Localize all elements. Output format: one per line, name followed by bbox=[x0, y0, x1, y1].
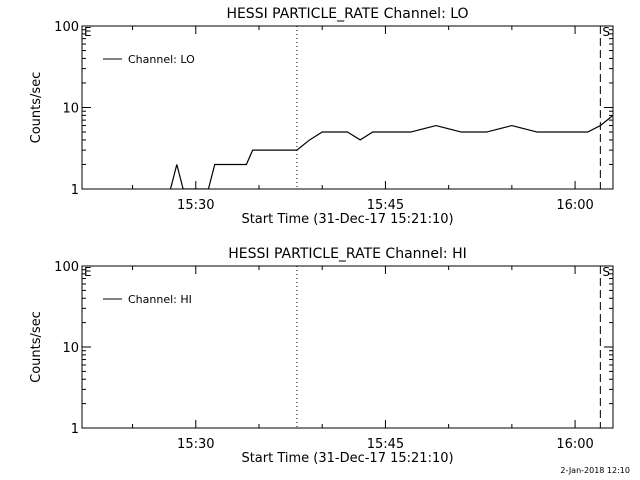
x-tick-label: 15:45 bbox=[367, 437, 404, 452]
chart-title: HESSI PARTICLE_RATE Channel: LO bbox=[226, 6, 468, 22]
y-tick-label: 10 bbox=[62, 341, 79, 356]
chart-panel-1: HESSI PARTICLE_RATE Channel: LO 1 10 100 15:… bbox=[29, 6, 614, 227]
y-tick-label: 1 bbox=[71, 183, 79, 198]
y-tick-label: 10 bbox=[62, 102, 79, 117]
marker-label: S bbox=[602, 265, 610, 279]
series-line bbox=[626, 344, 640, 453]
y-tick-label: 100 bbox=[54, 20, 79, 35]
x-tick-label: 15:45 bbox=[367, 198, 404, 213]
x-tick-label: 15:30 bbox=[177, 437, 214, 452]
marker-label: E bbox=[84, 265, 92, 279]
x-axis-label: Start Time (31-Dec-17 15:21:10) bbox=[241, 451, 453, 466]
plot-frame bbox=[81, 265, 614, 429]
legend-label: Channel: HI bbox=[128, 293, 192, 306]
chart-title: HESSI PARTICLE_RATE Channel: HI bbox=[228, 246, 466, 262]
series-line bbox=[169, 114, 613, 189]
y-axis-label: Counts/sec bbox=[29, 72, 44, 144]
legend-label: Channel: LO bbox=[128, 53, 195, 66]
marker-label: E bbox=[84, 25, 92, 39]
chart-panel-2: HESSI PARTICLE_RATE Channel: HI 1 10 100 15:… bbox=[29, 246, 640, 466]
x-tick-label: 16:00 bbox=[556, 198, 593, 213]
x-tick-label: 15:30 bbox=[177, 198, 214, 213]
x-tick-label: 16:00 bbox=[556, 437, 593, 452]
y-axis-label: Counts/sec bbox=[29, 311, 44, 383]
x-axis-label: Start Time (31-Dec-17 15:21:10) bbox=[241, 212, 453, 227]
footer-date: 2-Jan-2018 12:10 bbox=[560, 466, 630, 475]
plot-frame bbox=[81, 25, 614, 190]
y-tick-label: 100 bbox=[54, 260, 79, 275]
y-tick-label: 1 bbox=[71, 422, 79, 437]
marker-label: S bbox=[602, 25, 610, 39]
